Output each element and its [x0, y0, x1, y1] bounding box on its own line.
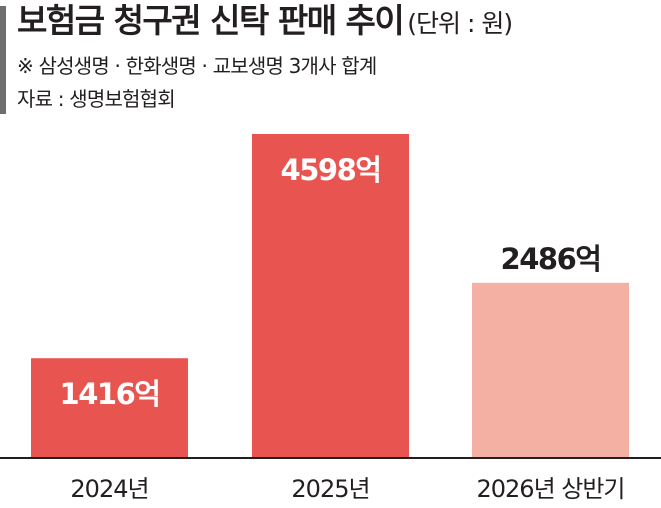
bars-layer [31, 134, 629, 458]
bar-1 [31, 358, 188, 458]
unit-label: (단위 : 원) [407, 9, 513, 38]
labels-layer: 1416억 2024년 4598억 2025년 2486억 2026년 상반기 [60, 153, 626, 503]
chart-source: 자료 : 생명보험협회 [17, 87, 176, 111]
title-accent-bar [0, 6, 6, 114]
bar-3 [472, 282, 629, 458]
chart-title-block: 보험금 청구권 신탁 판매 추이 (단위 : 원) [17, 1, 513, 40]
value-label-1: 1416억 [60, 377, 160, 411]
chart-title: 보험금 청구권 신탁 판매 추이 [17, 1, 405, 40]
bar-2 [252, 134, 409, 458]
category-label-3: 2026년 상반기 [476, 475, 624, 503]
category-label-1: 2024년 [70, 475, 148, 503]
chart-note: ※ 삼성생명 · 한화생명 · 교보생명 3개사 합계 [17, 54, 377, 78]
category-label-2: 2025년 [291, 475, 369, 503]
value-label-2: 4598억 [281, 153, 381, 187]
value-label-3: 2486억 [501, 242, 601, 276]
